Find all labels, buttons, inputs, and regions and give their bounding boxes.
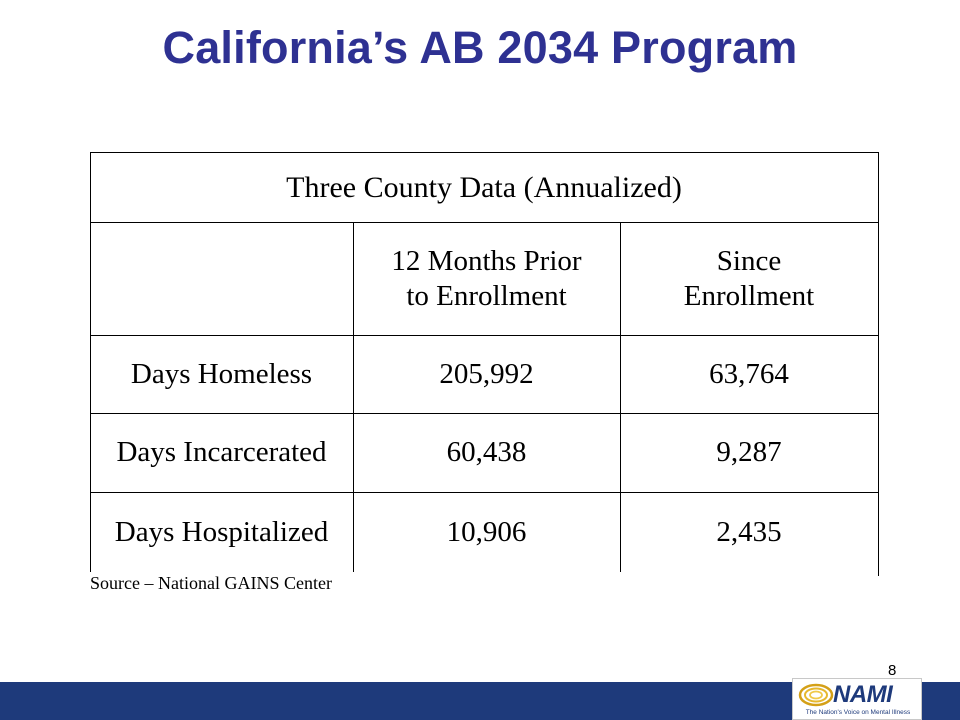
row-value-prior: 10,906 bbox=[446, 515, 527, 548]
table-divider bbox=[90, 413, 878, 414]
column-header-since: Since Enrollment bbox=[620, 222, 878, 335]
row-label: Days Hospitalized bbox=[114, 515, 329, 548]
row-value-prior: 60,438 bbox=[446, 436, 527, 468]
table-caption: Three County Data (Annualized) bbox=[286, 170, 682, 204]
table-border-left bbox=[90, 152, 91, 572]
page-number: 8 bbox=[888, 662, 897, 679]
row-value-prior: 205,992 bbox=[439, 357, 534, 390]
logo-wordmark: NAMI bbox=[833, 681, 893, 708]
column-header-since-line2: Enrollment bbox=[683, 279, 815, 312]
source-note: Source – National GAINS Center bbox=[90, 573, 332, 593]
table-divider bbox=[90, 222, 878, 223]
logo-tagline: The Nation's Voice on Mental Illness bbox=[805, 709, 911, 716]
column-header-prior: 12 Months Prior to Enrollment bbox=[353, 222, 620, 335]
row-value-since: 63,764 bbox=[709, 357, 789, 390]
row-label: Days Homeless bbox=[130, 357, 313, 390]
row-value-since: 9,287 bbox=[716, 436, 782, 468]
row-value-since: 2,435 bbox=[716, 515, 782, 548]
row-label: Days Incarcerated bbox=[116, 436, 327, 468]
column-header-since-line1: Since bbox=[716, 244, 782, 277]
table-divider bbox=[90, 492, 878, 493]
nami-logo: NAMI The Nation's Voice on Mental Illnes… bbox=[792, 678, 922, 720]
table-column-divider bbox=[353, 222, 354, 572]
table-border-right bbox=[878, 152, 879, 576]
slide-title: California’s AB 2034 Program bbox=[162, 22, 798, 73]
swirl-icon bbox=[798, 683, 834, 707]
column-header-prior-line2: to Enrollment bbox=[406, 279, 567, 312]
table-border-top bbox=[90, 152, 878, 153]
table-column-divider bbox=[620, 222, 621, 572]
table-divider bbox=[90, 335, 878, 336]
column-header-prior-line1: 12 Months Prior bbox=[391, 244, 582, 277]
